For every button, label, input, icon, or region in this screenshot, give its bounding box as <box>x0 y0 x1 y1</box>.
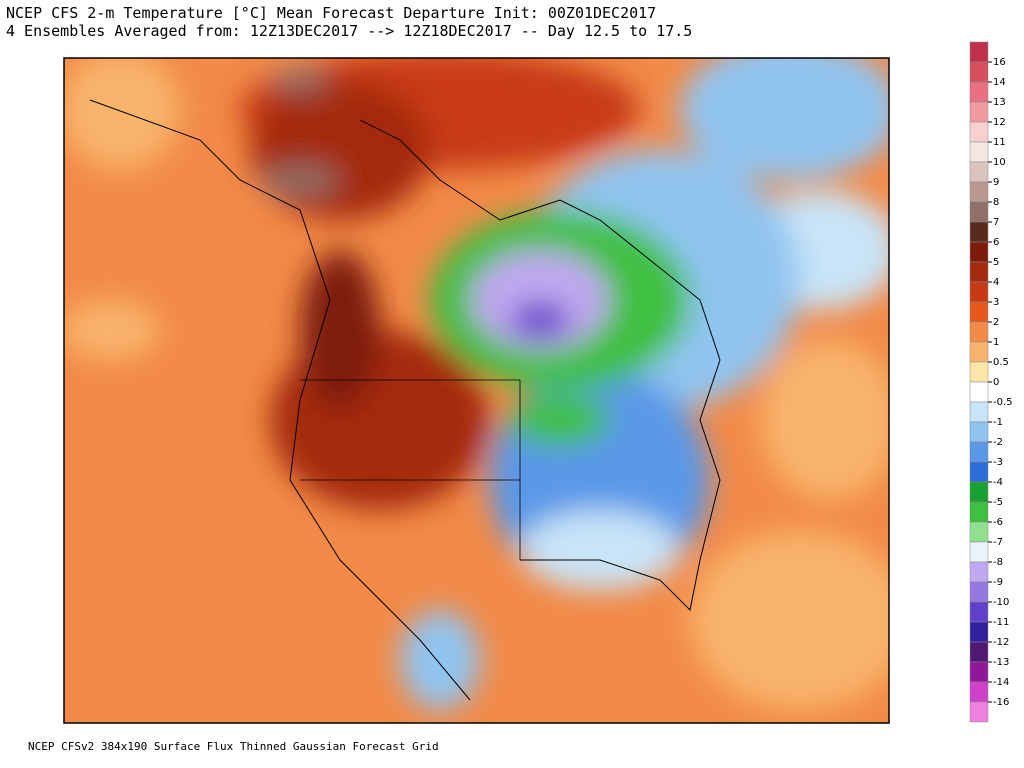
colorbar: 16 14 13 12 11 10 9 8 7 6 5 4 3 2 1 0.5 0 -0.5 -1 -2 -3 -4 -5 -… <box>969 41 1013 723</box>
colorbar-swatch <box>969 621 989 643</box>
colorbar-swatch <box>969 481 989 503</box>
colorbar-swatch <box>969 81 989 103</box>
colorbar-label: 0 <box>993 377 999 388</box>
colorbar-swatch <box>969 501 989 523</box>
colorbar-swatch <box>969 201 989 223</box>
colorbar-swatch <box>969 701 989 723</box>
colorbar-swatch <box>969 601 989 623</box>
colorbar-label: 8 <box>993 197 999 208</box>
colorbar-label: -5 <box>993 497 1003 508</box>
colorbar-swatch <box>969 681 989 703</box>
colorbar-swatch <box>969 561 989 583</box>
colorbar-swatch <box>969 221 989 243</box>
footer: NCEP CFSv2 384x190 Surface Flux Thinned … <box>28 740 439 753</box>
colorbar-label: 16 <box>993 57 1006 68</box>
colorbar-label: -7 <box>993 537 1003 548</box>
map-figure: 16 14 13 12 11 10 9 8 7 6 5 4 3 2 1 0.5 0 -0.5 -1 -2 -3 -4 -5 -… <box>63 41 1013 724</box>
title-line-1: NCEP CFS 2-m Temperature [°C] Mean Forec… <box>6 4 657 22</box>
map-field <box>64 58 889 723</box>
colorbar-swatch <box>969 341 989 363</box>
colorbar-swatch <box>969 161 989 183</box>
colorbar-swatch <box>969 141 989 163</box>
colorbar-swatch <box>969 61 989 83</box>
colorbar-swatch <box>969 41 989 63</box>
map-frame <box>63 57 890 724</box>
colorbar-swatch <box>969 641 989 663</box>
colorbar-swatch <box>969 661 989 683</box>
colorbar-label: -16 <box>993 697 1009 708</box>
colorbar-swatch <box>969 261 989 283</box>
title-line-2: 4 Ensembles Averaged from: 12Z13DEC2017 … <box>6 22 693 40</box>
colorbar-swatch <box>969 461 989 483</box>
colorbar-swatch <box>969 321 989 343</box>
colorbar-label: 11 <box>993 137 1006 148</box>
colorbar-label: -3 <box>993 457 1003 468</box>
colorbar-label: -10 <box>993 597 1009 608</box>
colorbar-label: -14 <box>993 677 1009 688</box>
colorbar-label: -8 <box>993 557 1003 568</box>
colorbar-label: -1 <box>993 417 1003 428</box>
colorbar-label: -0.5 <box>993 397 1013 408</box>
colorbar-label: 10 <box>993 157 1006 168</box>
colorbar-swatch <box>969 181 989 203</box>
colorbar-label: -11 <box>993 617 1009 628</box>
colorbar-label: 1 <box>993 337 999 348</box>
colorbar-swatch <box>969 541 989 563</box>
colorbar-label: -6 <box>993 517 1003 528</box>
colorbar-swatch <box>969 581 989 603</box>
colorbar-swatch <box>969 401 989 423</box>
colorbar-label: -4 <box>993 477 1003 488</box>
colorbar-label: -12 <box>993 637 1009 648</box>
colorbar-swatch <box>969 301 989 323</box>
colorbar-swatch <box>969 101 989 123</box>
colorbar-label: 6 <box>993 237 999 248</box>
colorbar-label: 5 <box>993 257 999 268</box>
colorbar-swatch <box>969 421 989 443</box>
colorbar-label: 14 <box>993 77 1006 88</box>
colorbar-swatch <box>969 361 989 383</box>
colorbar-swatch <box>969 521 989 543</box>
colorbar-label: 13 <box>993 97 1006 108</box>
colorbar-swatch <box>969 381 989 403</box>
colorbar-label: -9 <box>993 577 1003 588</box>
colorbar-swatch <box>969 441 989 463</box>
colorbar-label: 3 <box>993 297 999 308</box>
colorbar-label: -2 <box>993 437 1003 448</box>
colorbar-swatch <box>969 121 989 143</box>
colorbar-swatch <box>969 241 989 263</box>
colorbar-label: 7 <box>993 217 999 228</box>
colorbar-label: -13 <box>993 657 1009 668</box>
colorbar-swatch <box>969 281 989 303</box>
colorbar-label: 0.5 <box>993 357 1009 368</box>
colorbar-label: 12 <box>993 117 1006 128</box>
colorbar-label: 9 <box>993 177 999 188</box>
colorbar-label: 4 <box>993 277 999 288</box>
colorbar-label: 2 <box>993 317 999 328</box>
